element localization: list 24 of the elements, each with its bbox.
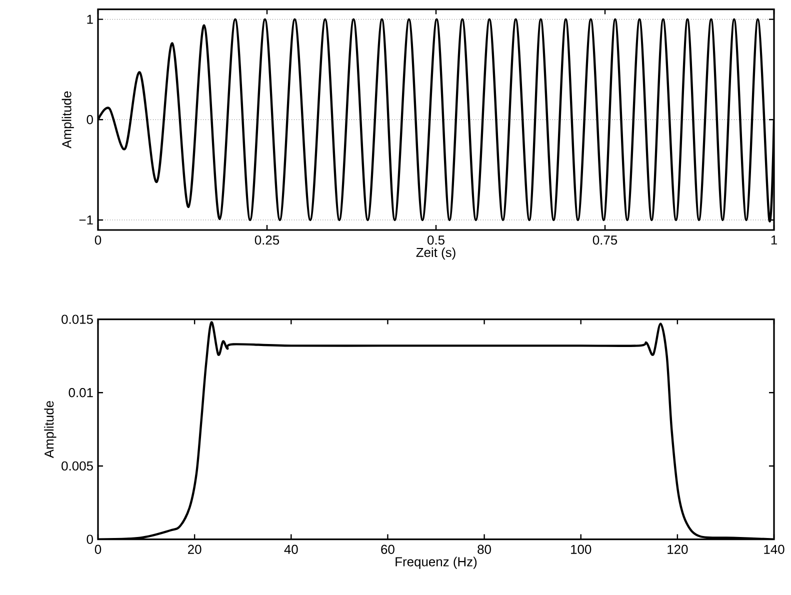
x-tick-label: 20	[188, 544, 202, 554]
y-tick-label: 1	[87, 14, 93, 24]
x-axis-title: Zeit (s)	[416, 248, 456, 260]
y-axis-title: Amplitude	[44, 401, 56, 458]
y-tick-label: −1	[79, 216, 93, 224]
x-tick-label: 100	[571, 544, 592, 554]
x-tick-label: 40	[284, 544, 298, 554]
x-tick-label: 1	[771, 236, 777, 244]
x-tick-label: 0	[94, 544, 102, 554]
y-axis-title: Amplitude	[62, 91, 74, 148]
x-tick-label: 0	[94, 236, 102, 245]
x-tick-label: 120	[668, 544, 688, 554]
x-tick-label: 0.25	[254, 236, 280, 245]
x-tick-label: 80	[478, 544, 491, 554]
y-tick-label: 0.01	[68, 388, 93, 398]
x-tick-label: 140	[764, 544, 784, 554]
y-tick-label: 0.005	[62, 461, 93, 471]
x-tick-label: 0.75	[592, 236, 618, 245]
y-tick-label: 0	[86, 115, 93, 124]
y-tick-label: 0	[86, 534, 93, 544]
x-axis-title: Frequenz (Hz)	[396, 556, 477, 569]
x-tick-label: 60	[381, 544, 394, 554]
y-tick-label: 0.015	[62, 314, 93, 324]
x-tick-label: 0.5	[428, 236, 444, 245]
